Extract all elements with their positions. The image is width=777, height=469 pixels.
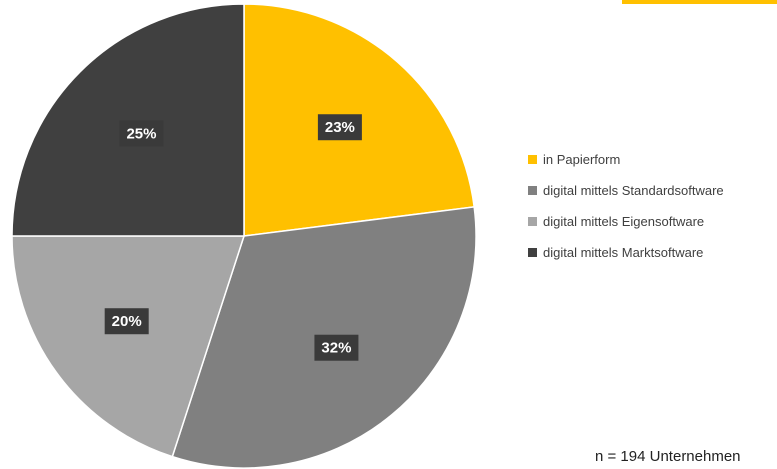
legend-swatch [528,248,537,257]
data-label-box [104,308,149,335]
legend-item-2: digital mittels Standardsoftware [528,179,777,202]
legend-swatch [528,155,537,164]
slice-data-label-1: 23% [317,114,362,141]
sample-size-footnote: n = 194 Unternehmen [595,448,741,465]
data-label-text: 23% [325,119,355,136]
legend-label: in Papierform [543,152,621,167]
legend-swatch [528,186,537,195]
legend-label: digital mittels Standardsoftware [543,183,724,198]
legend-item-4: digital mittels Marktsoftware [528,241,777,264]
slice-data-label-4: 25% [119,120,164,147]
legend-label: digital mittels Eigensoftware [543,214,705,229]
data-label-box [314,334,359,361]
legend-item-3: digital mittels Eigensoftware [528,210,777,233]
pie-slices [11,3,477,469]
data-label-text: 32% [321,340,351,357]
legend-swatch [528,217,537,226]
legend-item-1: in Papierform [528,148,777,171]
top-accent-bar [622,0,777,4]
chart-legend: in Papierform digital mittels Standardsof… [528,148,777,272]
pie-data-labels: 23% 32% 20% 25% [104,114,362,361]
legend-label: digital mittels Marktsoftware [543,245,704,260]
data-label-box [119,120,164,147]
data-label-box [317,114,362,141]
slice-data-label-2: 32% [314,334,359,361]
data-label-text: 25% [126,125,156,142]
pie-slice-3 [11,235,246,458]
slice-data-label-3: 20% [104,308,149,335]
pie-slice-4 [11,3,245,237]
data-label-text: 20% [112,313,142,330]
